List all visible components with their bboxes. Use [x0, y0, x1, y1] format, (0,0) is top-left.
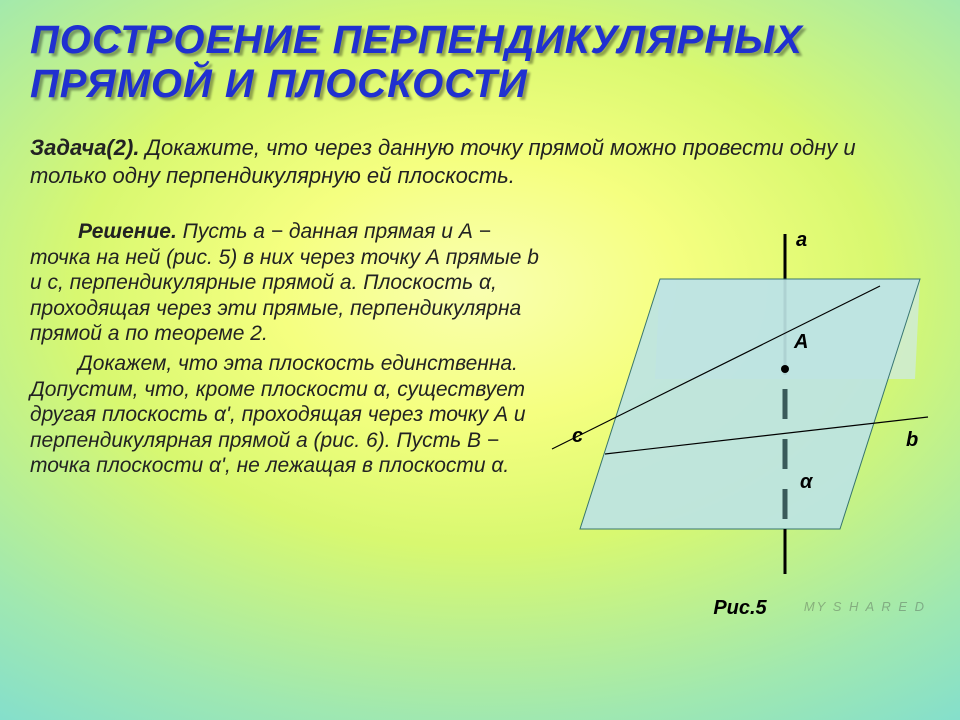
solution-label: Решение.	[78, 220, 177, 243]
figure-label-b: b	[906, 429, 918, 452]
title-line-1: ПОСТРОЕНИЕ ПЕРПЕНДИКУЛЯРНЫХ	[30, 18, 930, 62]
figure: a A b c α Рис.5 MY S H A R E D	[550, 219, 930, 620]
watermark: MY S H A R E D	[804, 599, 926, 614]
solution-para2: Докажем, что эта плоскость единственна. …	[30, 351, 540, 479]
task-text: Задача(2). Докажите, что через данную то…	[30, 134, 930, 189]
figure-svg	[550, 219, 930, 589]
title-line-2: ПРЯМОЙ И ПЛОСКОСТИ	[30, 62, 930, 106]
figure-label-a: a	[796, 229, 807, 252]
slide-title: ПОСТРОЕНИЕ ПЕРПЕНДИКУЛЯРНЫХ ПРЯМОЙ И ПЛО…	[30, 18, 930, 106]
solution-text: Решение. Пусть а − данная прямая и А − т…	[30, 219, 540, 620]
task-label: Задача(2).	[30, 135, 139, 160]
figure-label-c: c	[572, 425, 583, 448]
figure-label-alpha: α	[800, 471, 812, 494]
task-body: Докажите, что через данную точку прямой …	[30, 135, 856, 188]
figure-label-A: A	[794, 331, 808, 354]
